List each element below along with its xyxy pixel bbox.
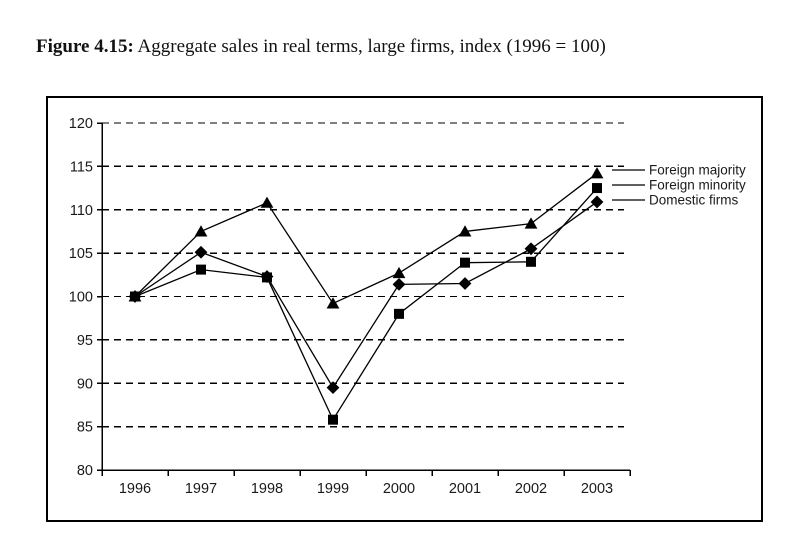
marker-domestic-firms-2002 <box>524 242 538 256</box>
marker-foreign-minority-2001 <box>460 257 470 268</box>
series-line-foreign-majority <box>134 172 598 305</box>
chart-frame: 80 85 90 95 100 105 110 115 120 1996 1997 1998 1999 2… <box>46 96 763 522</box>
marker-foreign-majority-1999 <box>326 297 340 309</box>
marker-foreign-majority-2002 <box>524 217 538 229</box>
figure-caption: Aggregate sales in real terms, large fir… <box>133 36 606 57</box>
series-line-domestic-firms <box>134 201 598 389</box>
figure-title: Figure 4.15: Aggregate sales in real ter… <box>36 36 606 58</box>
y-tick-label-110: 110 <box>70 203 93 219</box>
legend-label-domestic-firms: Domestic firms <box>649 193 739 208</box>
y-tick-label-80: 80 <box>77 463 93 479</box>
line-chart: 80 85 90 95 100 105 110 115 120 1996 1997 1998 1999 2… <box>69 116 746 497</box>
marker-foreign-minority-1998 <box>262 272 272 283</box>
x-tick-label-1997: 1997 <box>185 481 217 497</box>
series-line-foreign-minority <box>134 187 598 422</box>
marker-domestic-firms-1999 <box>326 381 340 394</box>
marker-foreign-majority-2003 <box>590 167 604 179</box>
x-tick-label-1998: 1998 <box>251 481 283 497</box>
marker-foreign-minority-1996 <box>130 291 140 302</box>
marker-domestic-firms-2003 <box>590 195 604 209</box>
x-tick-label-1996: 1996 <box>119 481 151 497</box>
legend-label-foreign-minority: Foreign minority <box>649 178 746 193</box>
marker-foreign-minority-2002 <box>526 256 536 267</box>
marker-domestic-firms-2000 <box>392 277 406 291</box>
legend-label-foreign-majority: Foreign majority <box>649 163 746 178</box>
marker-domestic-firms-2001 <box>458 277 472 290</box>
x-tick-label-2000: 2000 <box>383 481 415 497</box>
marker-foreign-minority-2000 <box>394 308 404 319</box>
marker-foreign-majority-2000 <box>392 266 406 279</box>
marker-foreign-majority-1998 <box>260 196 274 208</box>
y-tick-label-105: 105 <box>69 246 93 262</box>
y-tick-label-115: 115 <box>70 159 93 175</box>
marker-foreign-majority-1997 <box>194 225 208 237</box>
x-tick-label-1999: 1999 <box>317 481 349 497</box>
y-tick-label-85: 85 <box>77 420 93 436</box>
marker-foreign-majority-2001 <box>458 225 472 237</box>
marker-foreign-minority-1999 <box>328 414 338 425</box>
x-tick-label-2003: 2003 <box>581 481 613 497</box>
marker-foreign-minority-2003 <box>592 183 602 194</box>
y-tick-label-100: 100 <box>69 290 93 306</box>
y-tick-label-120: 120 <box>69 116 93 132</box>
marker-domestic-firms-1997 <box>194 245 208 259</box>
marker-foreign-minority-1997 <box>196 264 206 275</box>
x-tick-label-2002: 2002 <box>515 481 547 497</box>
y-tick-label-95: 95 <box>77 333 93 349</box>
x-tick-label-2001: 2001 <box>449 481 481 497</box>
y-tick-label-90: 90 <box>77 376 93 392</box>
figure-number: Figure 4.15: <box>36 36 134 57</box>
